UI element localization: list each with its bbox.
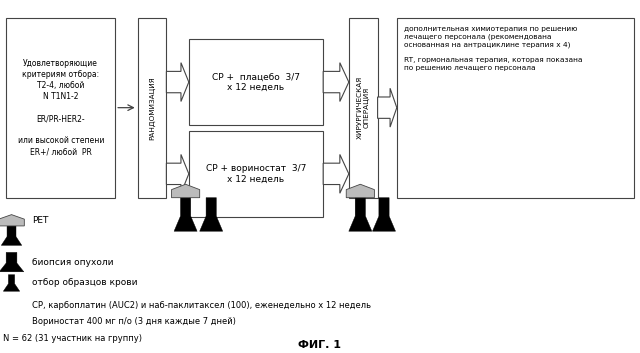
Text: CP + вориностат  3/7
x 12 недель: CP + вориностат 3/7 x 12 недель [206, 164, 306, 184]
Polygon shape [172, 184, 200, 198]
Text: CP, карбоплатин (AUC2) и наб-паклитаксел (100), еженедельно x 12 недель: CP, карбоплатин (AUC2) и наб-паклитаксел… [32, 301, 371, 310]
Polygon shape [166, 62, 189, 101]
Text: Удовлетворяющие
критериям отбора:
Т2-4, любой
N Т1N1-2

ER/PR-HER2-

или высокой: Удовлетворяющие критериям отбора: Т2-4, … [18, 59, 104, 157]
Text: дополнительная химиотерапия по решению
лечащего персонала (рекомендована
основан: дополнительная химиотерапия по решению л… [404, 26, 583, 71]
Text: ФИГ. 1: ФИГ. 1 [298, 340, 342, 350]
Polygon shape [1, 226, 22, 245]
Polygon shape [346, 184, 374, 198]
Polygon shape [0, 215, 24, 226]
Text: Вориностат 400 мг п/о (3 дня каждые 7 дней): Вориностат 400 мг п/о (3 дня каждые 7 дн… [32, 317, 236, 326]
Text: РАНДОМИЗАЦИЯ: РАНДОМИЗАЦИЯ [149, 76, 155, 139]
Polygon shape [0, 252, 24, 272]
Polygon shape [174, 198, 197, 231]
Polygon shape [3, 275, 20, 291]
Bar [6, 18, 115, 198]
Text: PET: PET [32, 216, 49, 225]
Text: биопсия опухоли: биопсия опухоли [32, 258, 113, 267]
Bar [189, 39, 323, 125]
Text: отбор образцов крови: отбор образцов крови [32, 279, 138, 287]
Polygon shape [378, 88, 397, 127]
Bar [349, 18, 378, 198]
Bar [138, 18, 166, 198]
Polygon shape [323, 154, 349, 193]
Text: CP +  плацебо  3/7
x 12 недель: CP + плацебо 3/7 x 12 недель [212, 72, 300, 92]
Bar [189, 131, 323, 217]
Text: N = 62 (31 участник на группу): N = 62 (31 участник на группу) [3, 334, 142, 343]
Polygon shape [323, 62, 349, 101]
Polygon shape [166, 154, 189, 193]
Bar [397, 18, 634, 198]
Polygon shape [349, 198, 372, 231]
Polygon shape [200, 198, 223, 231]
Text: ХИРУРГИЧЕСКАЯ
ОПЕРАЦИЯ: ХИРУРГИЧЕСКАЯ ОПЕРАЦИЯ [356, 76, 370, 139]
Polygon shape [372, 198, 396, 231]
